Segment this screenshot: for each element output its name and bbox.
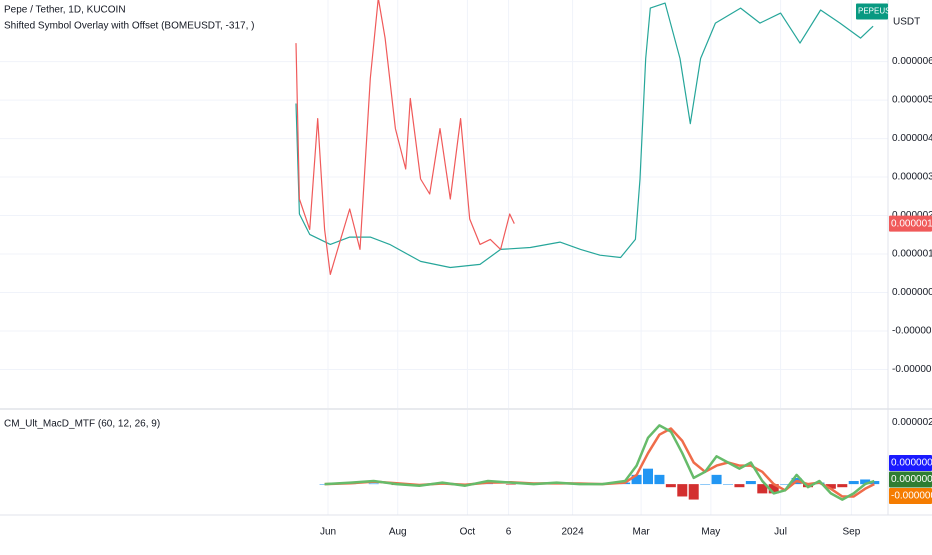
x-tick-label: Mar [633, 527, 651, 538]
histogram-bar [780, 484, 791, 485]
x-tick-label: Oct [460, 527, 476, 538]
y-tick-label: 0.00000600 [892, 56, 932, 67]
macd-pane [319, 424, 880, 501]
histogram-bar [700, 484, 711, 485]
y-tick-label: 0.00000200 [892, 417, 932, 428]
x-tick-label: Aug [389, 527, 407, 538]
y-tick-label: 0.00000100 [892, 249, 932, 260]
x-tick-label: Sep [843, 527, 861, 538]
y-tick-label: 0.00000500 [892, 95, 932, 106]
series-line [324, 424, 875, 501]
histogram-bar [505, 484, 516, 485]
y-tick-label: 0.00000000 [892, 287, 932, 298]
x-tick-label: 2024 [561, 527, 584, 538]
y-tick-label: -0.00000100 [892, 326, 932, 337]
top-grid [0, 0, 888, 408]
price-pane [295, 0, 874, 275]
price-tag-label: 0.00000015 [891, 458, 932, 469]
histogram-bar [745, 481, 756, 485]
price-tags: PEPEUSDT 0.00000179 0.00000015 0.00000005 -0… [856, 3, 932, 504]
histogram-bar [654, 474, 665, 485]
histogram-bar [631, 474, 642, 485]
histogram-bar [860, 479, 871, 485]
histogram-bar [677, 484, 688, 497]
price-tag-label: PEPEUSDT [858, 7, 901, 16]
price-tag [889, 215, 932, 232]
indicator-title: Shifted Symbol Overlay with Offset (BOME… [4, 21, 254, 32]
price-tag-label: 0.00000005 [891, 474, 932, 485]
histogram-bar [848, 481, 859, 485]
chart-title: Pepe / Tether, 1D, KUCOIN [4, 5, 126, 16]
histogram-bar [768, 484, 779, 494]
histogram-bar [688, 484, 699, 500]
x-tick-label: May [701, 527, 720, 538]
histogram-bar [319, 484, 330, 485]
x-tick-label: Jun [320, 527, 336, 538]
y-tick-label: 0.00000300 [892, 172, 932, 183]
price-tag [889, 488, 932, 504]
histogram-bar [711, 474, 722, 485]
currency-label: USDT [893, 17, 920, 28]
histogram-bar [665, 484, 676, 488]
price-tag [856, 3, 888, 20]
price-tag-label: -0.00000010 [891, 491, 932, 502]
y-tick-label: -0.00000200 [892, 364, 932, 375]
x-tick-label: Jul [774, 527, 787, 538]
price-tag-label: 0.00000179 [891, 218, 932, 229]
series-line [295, 2, 874, 269]
series-line [295, 0, 515, 275]
price-tag [889, 455, 932, 471]
histogram-bar [757, 484, 768, 494]
histogram-bar [837, 484, 848, 488]
histogram-bar [643, 468, 653, 485]
histogram-bar [734, 484, 745, 488]
histogram-bar [825, 484, 836, 489]
histogram-bar [368, 483, 379, 485]
macd-title: CM_Ult_MacD_MTF (60, 12, 26, 9) [4, 419, 160, 430]
histogram-bar [723, 484, 733, 485]
y-tick-label: 0.00000400 [892, 133, 932, 144]
histogram-bar [869, 481, 880, 485]
price-tag [889, 471, 932, 488]
x-tick-label: 6 [506, 527, 512, 538]
